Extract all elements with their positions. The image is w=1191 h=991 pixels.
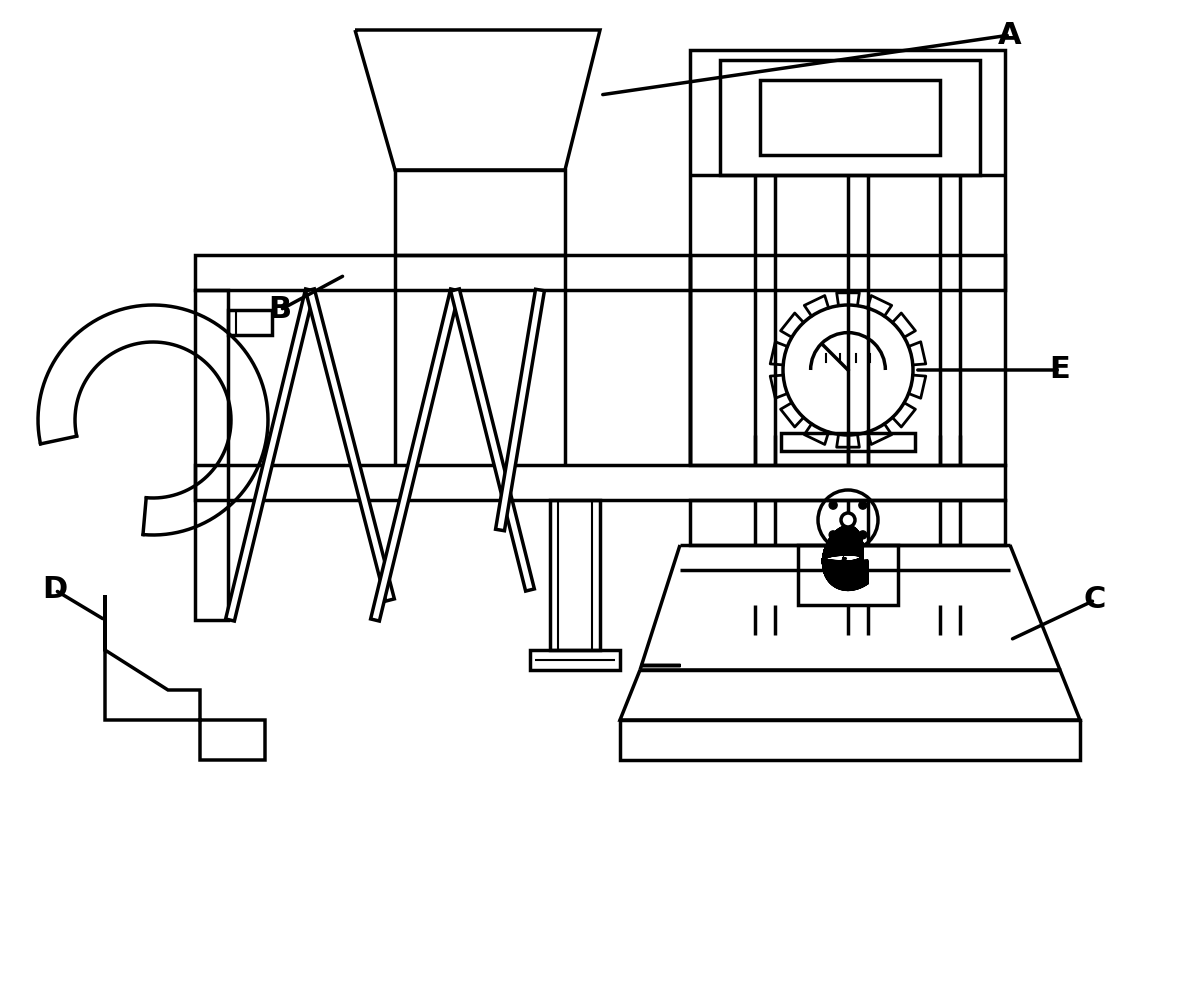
Bar <box>195 255 1005 290</box>
Bar <box>798 545 898 605</box>
Text: A: A <box>998 21 1022 50</box>
Bar <box>690 500 1005 545</box>
Bar <box>195 290 227 620</box>
Polygon shape <box>450 289 535 591</box>
Bar <box>721 60 980 175</box>
Bar <box>195 465 1005 500</box>
Bar <box>395 170 565 255</box>
Text: D: D <box>43 576 68 605</box>
Text: E: E <box>1049 356 1071 385</box>
Bar <box>690 50 1005 465</box>
Polygon shape <box>225 289 314 621</box>
Bar <box>530 650 621 670</box>
Bar <box>781 433 915 451</box>
Circle shape <box>829 501 837 509</box>
Circle shape <box>859 531 867 539</box>
Polygon shape <box>495 289 544 531</box>
Circle shape <box>859 501 867 509</box>
Circle shape <box>841 513 855 527</box>
Bar <box>550 500 600 650</box>
Bar <box>760 80 940 155</box>
Bar <box>227 310 272 335</box>
Polygon shape <box>370 289 460 621</box>
Text: C: C <box>1084 586 1106 614</box>
Text: B: B <box>268 295 292 324</box>
Bar <box>621 720 1080 760</box>
Circle shape <box>829 531 837 539</box>
Polygon shape <box>306 288 394 602</box>
